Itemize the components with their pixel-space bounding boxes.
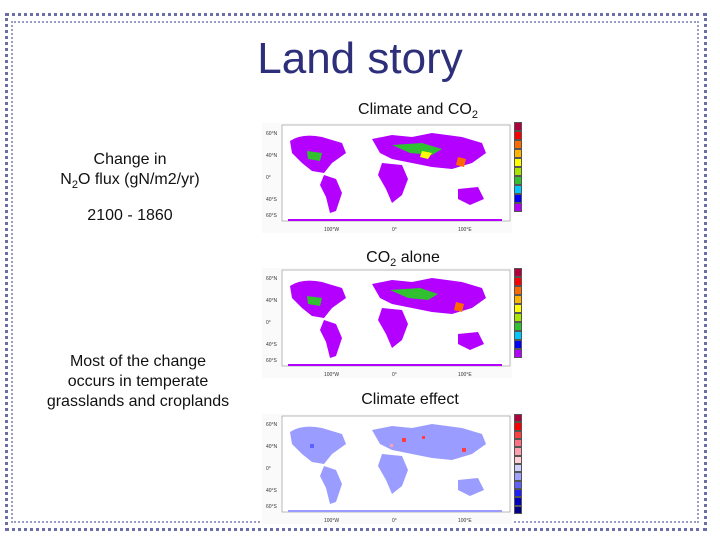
colorbar-swatch bbox=[514, 414, 522, 423]
colorbar-swatch bbox=[514, 455, 522, 464]
map-climate-effect: 60°N 40°N 0° 40°S 60°S 100°W 0° 100°E bbox=[262, 414, 512, 524]
svg-text:40°S: 40°S bbox=[266, 342, 278, 348]
colorbar-swatch bbox=[514, 194, 522, 203]
svg-text:60°S: 60°S bbox=[266, 213, 278, 219]
colorbar-swatch bbox=[514, 464, 522, 473]
colorbar-swatch bbox=[514, 497, 522, 506]
svg-text:100°W: 100°W bbox=[324, 518, 339, 524]
svg-text:100°E: 100°E bbox=[458, 372, 472, 378]
colorbar-swatch bbox=[514, 340, 522, 349]
svg-text:0°: 0° bbox=[266, 466, 271, 472]
svg-text:100°E: 100°E bbox=[458, 518, 472, 524]
colorbar-swatch bbox=[514, 203, 522, 212]
colorbar-swatch bbox=[514, 176, 522, 185]
flux-label: Change in N2O flux (gN/m2/yr) bbox=[60, 151, 200, 192]
panel-label-climate-co2: Climate and CO2 bbox=[358, 101, 478, 122]
colorbar-swatch bbox=[514, 122, 522, 131]
svg-text:40°N: 40°N bbox=[266, 153, 278, 159]
map-climate-co2: 60°N 40°N 0° 40°S 60°S 100°W 0° 100°E bbox=[262, 123, 512, 233]
colorbar-swatch bbox=[514, 268, 522, 277]
colorbar-swatch bbox=[514, 472, 522, 481]
svg-text:40°S: 40°S bbox=[266, 488, 278, 494]
svg-text:40°N: 40°N bbox=[266, 444, 278, 450]
colorbar-swatch bbox=[514, 349, 522, 358]
svg-text:40°S: 40°S bbox=[266, 197, 278, 203]
colorbar-swatch bbox=[514, 149, 522, 158]
svg-text:60°N: 60°N bbox=[266, 131, 278, 137]
colorbar-swatch bbox=[514, 430, 522, 439]
colorbar-swatch bbox=[514, 322, 522, 331]
slide-title: Land story bbox=[257, 34, 463, 83]
colorbar-swatch bbox=[514, 304, 522, 313]
colorbar-climate-effect bbox=[514, 414, 534, 514]
colorbar-swatch bbox=[514, 185, 522, 194]
colorbar-swatch bbox=[514, 422, 522, 431]
colorbar-swatch bbox=[514, 286, 522, 295]
svg-text:60°S: 60°S bbox=[266, 504, 278, 510]
period-label: 2100 - 1860 bbox=[87, 207, 173, 224]
panel-label-co2-alone: CO2 alone bbox=[366, 249, 440, 270]
slide-border bbox=[5, 13, 707, 531]
svg-text:0°: 0° bbox=[392, 227, 397, 233]
svg-text:0°: 0° bbox=[266, 175, 271, 181]
svg-text:100°W: 100°W bbox=[324, 227, 339, 233]
svg-text:0°: 0° bbox=[266, 320, 271, 326]
colorbar-swatch bbox=[514, 439, 522, 448]
colorbar-swatch bbox=[514, 313, 522, 322]
map-co2-alone: 60°N 40°N 0° 40°S 60°S 100°W 0° 100°E bbox=[262, 268, 512, 378]
colorbar-swatch bbox=[514, 167, 522, 176]
colorbar-swatch bbox=[514, 489, 522, 498]
svg-text:0°: 0° bbox=[392, 372, 397, 378]
colorbar-co2-alone bbox=[514, 268, 534, 358]
colorbar-swatch bbox=[514, 480, 522, 489]
colorbar-swatch bbox=[514, 447, 522, 456]
colorbar-swatch bbox=[514, 295, 522, 304]
colorbar-climate-co2 bbox=[514, 122, 534, 212]
svg-text:60°S: 60°S bbox=[266, 358, 278, 364]
svg-text:60°N: 60°N bbox=[266, 276, 278, 282]
colorbar-swatch bbox=[514, 277, 522, 286]
svg-text:40°N: 40°N bbox=[266, 298, 278, 304]
colorbar-swatch bbox=[514, 158, 522, 167]
svg-text:100°W: 100°W bbox=[324, 372, 339, 378]
colorbar-swatch bbox=[514, 331, 522, 340]
svg-text:0°: 0° bbox=[392, 518, 397, 524]
colorbar-swatch bbox=[514, 505, 522, 514]
panel-label-climate-effect: Climate effect bbox=[361, 391, 459, 408]
colorbar-swatch bbox=[514, 140, 522, 149]
conclusion-label: Most of the change occurs in temperate g… bbox=[46, 353, 230, 410]
svg-text:100°E: 100°E bbox=[458, 227, 472, 233]
svg-text:60°N: 60°N bbox=[266, 422, 278, 428]
colorbar-swatch bbox=[514, 131, 522, 140]
